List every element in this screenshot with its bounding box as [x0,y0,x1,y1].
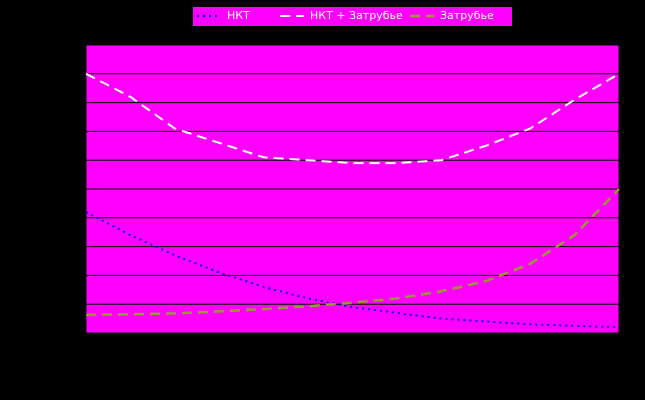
y-tick-label: 4 [71,211,78,224]
y-tick-label: 1 [71,297,78,310]
series-line [85,188,620,317]
y-tick-label: 6 [71,153,78,166]
y-tick-label: 0 [71,326,78,339]
y-tick-label: 5 [71,182,78,195]
legend-label: НКТ [227,9,250,22]
legend-label: НКТ + Затрубье [310,9,403,22]
series-line [85,211,620,329]
legend [193,7,512,26]
series-line [85,72,620,165]
y-tick-label: 3 [71,240,78,253]
y-tick-label: 8 [71,96,78,109]
y-tick-label: 2 [71,268,78,281]
legend-label: Затрубье [440,9,494,22]
y-tick-label: 7 [71,124,78,137]
y-tick-label: 10 [64,38,78,51]
y-tick-label: 9 [71,67,78,80]
